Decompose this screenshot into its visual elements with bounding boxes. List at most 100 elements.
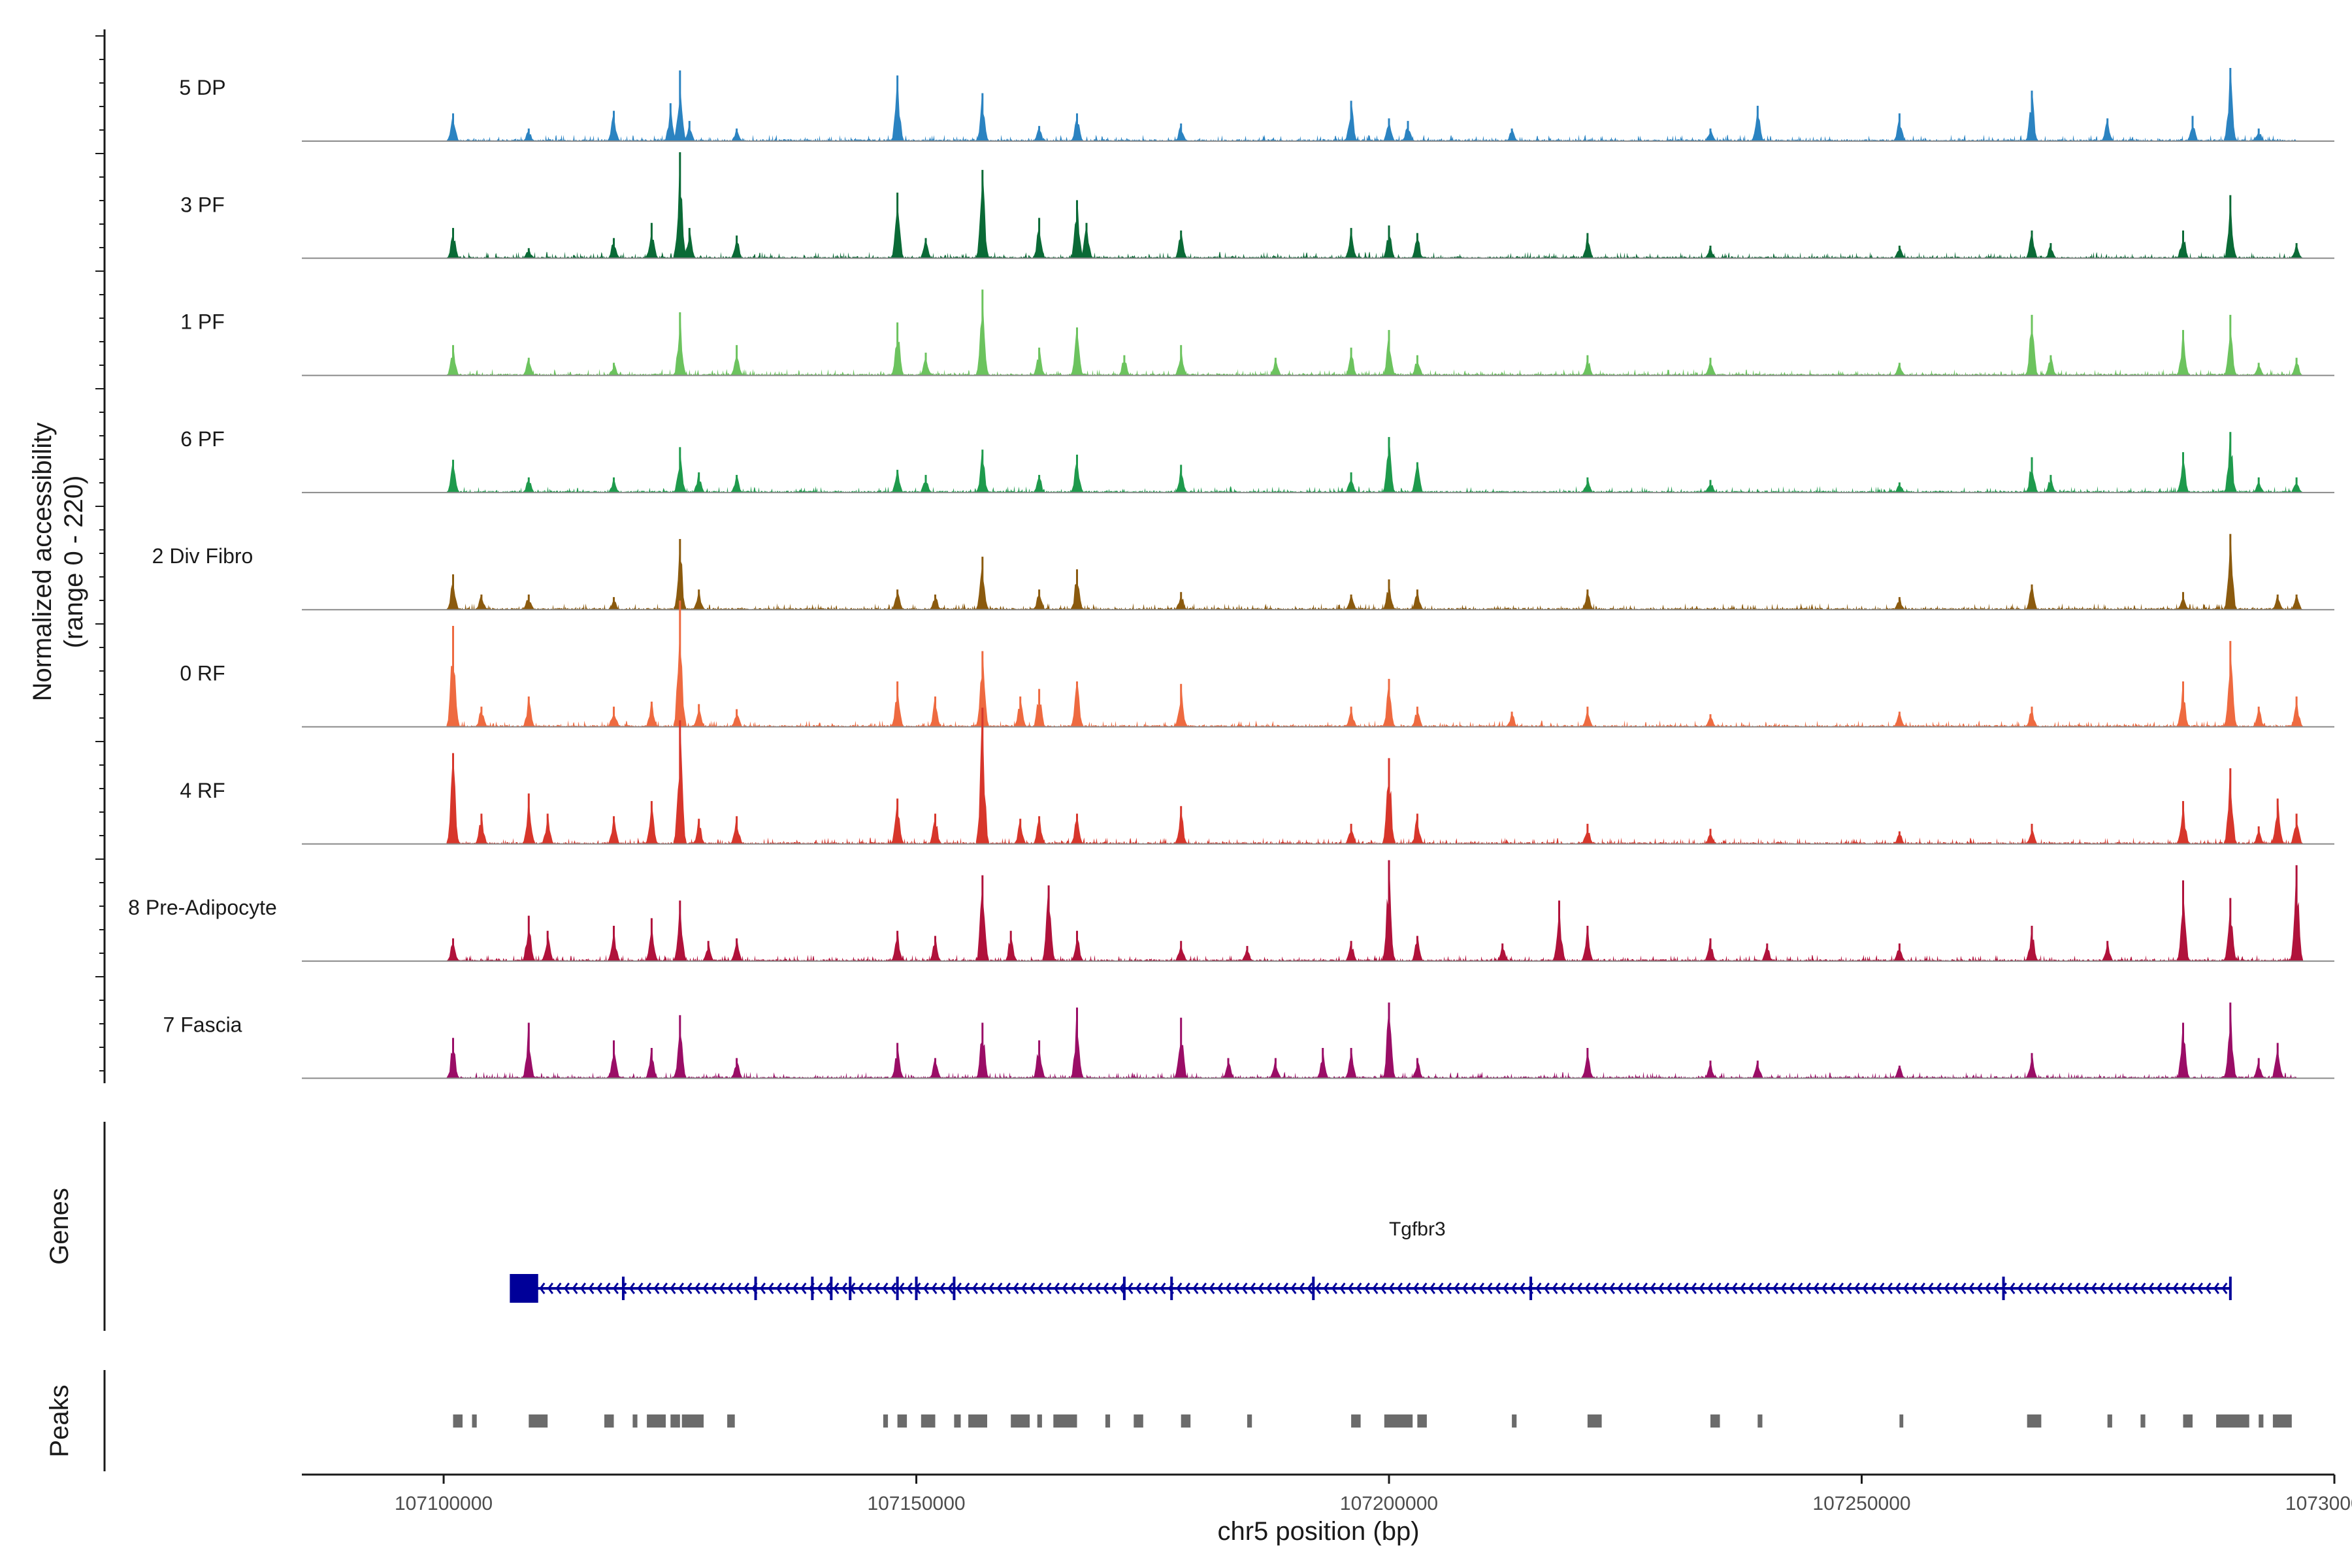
peak-summit [2295, 357, 2298, 376]
peak-summit [896, 322, 899, 376]
strand-chevron [555, 1282, 562, 1294]
track-2-div-fibro [302, 534, 2334, 611]
y-axis-ticks [95, 35, 105, 1071]
strand-chevron [1053, 1282, 1060, 1294]
strand-chevron [988, 1282, 994, 1294]
peak-summit [924, 352, 927, 376]
peak-summit [1388, 436, 1390, 493]
peak-region [883, 1414, 889, 1428]
strand-chevron [629, 1282, 636, 1294]
strand-chevron [1094, 1282, 1101, 1294]
strand-chevron [1788, 1282, 1795, 1294]
strand-chevron [1837, 1282, 1844, 1294]
strand-chevron [547, 1282, 554, 1294]
peak-summit [981, 708, 984, 844]
strand-chevron [800, 1282, 807, 1294]
peak-summit [736, 128, 738, 141]
strand-chevron [1388, 1282, 1395, 1294]
strand-chevron [833, 1282, 840, 1294]
strand-chevron [1266, 1282, 1272, 1294]
strand-chevron [2213, 1282, 2219, 1294]
peak-summit [1047, 885, 1050, 962]
strand-chevron [1609, 1282, 1615, 1294]
peak-summit [1586, 477, 1589, 493]
peak-summit [1898, 482, 1901, 493]
strand-chevron [1282, 1282, 1288, 1294]
strand-chevron [841, 1282, 847, 1294]
peak-summit [1416, 355, 1418, 376]
peak-summit [669, 103, 672, 141]
strand-chevron [1731, 1282, 1738, 1294]
peak-summit [2106, 118, 2109, 141]
peak-summit [1586, 233, 1589, 259]
peak-summit [896, 798, 899, 844]
strand-chevron [939, 1282, 945, 1294]
peak-summit [2031, 1053, 2033, 1079]
exon-mark [1312, 1277, 1315, 1300]
x-tick-label: 107100000 [395, 1493, 493, 1514]
strand-chevron [2099, 1282, 2105, 1294]
peak-summit [613, 816, 615, 844]
peak-summit [1416, 589, 1418, 610]
peak-summit [1416, 1058, 1418, 1079]
peak-summit [1388, 860, 1390, 962]
strand-chevron [890, 1282, 896, 1294]
peak-summit [1009, 930, 1012, 962]
peak-summit [1501, 943, 1504, 962]
coverage-background [453, 1071, 2297, 1079]
strand-chevron [1568, 1282, 1575, 1294]
track-8-pre-adipocyte [302, 860, 2334, 962]
peak-summit [650, 701, 653, 727]
peak-region [2216, 1414, 2249, 1428]
peak-summit [1898, 113, 1901, 141]
strand-chevron [759, 1282, 766, 1294]
strand-chevron [539, 1282, 546, 1294]
peak-summit [2050, 243, 2052, 259]
peak-summit [1180, 1017, 1183, 1079]
strand-chevron [1372, 1282, 1379, 1294]
strand-chevron [1944, 1282, 1950, 1294]
peak-summit [1350, 227, 1352, 259]
peak-summit [707, 941, 710, 962]
peak-region [647, 1414, 666, 1428]
peak-summit [1322, 1048, 1324, 1079]
strand-chevron [1935, 1282, 1942, 1294]
peak-summit [679, 539, 681, 610]
peak-summit [924, 474, 927, 493]
peak-summit [2257, 477, 2260, 493]
strand-chevron [980, 1282, 987, 1294]
strand-chevron [572, 1282, 578, 1294]
strand-chevron [1503, 1282, 1509, 1294]
strand-chevron [1780, 1282, 1787, 1294]
strand-chevron [1641, 1282, 1648, 1294]
peak-summit [1180, 592, 1183, 610]
strand-chevron [2221, 1282, 2228, 1294]
peak-regions [453, 1414, 2292, 1428]
strand-chevron [1511, 1282, 1517, 1294]
strand-chevron [580, 1282, 587, 1294]
strand-chevron [972, 1282, 978, 1294]
peak-summit [452, 345, 454, 376]
strand-chevron [1682, 1282, 1689, 1294]
peak-summit [934, 1058, 936, 1079]
peak-summit [1180, 941, 1183, 962]
peak-summit [2050, 474, 2052, 493]
peak-summit [613, 1040, 615, 1079]
peak-summit [736, 1058, 738, 1079]
peak-summit [2295, 595, 2298, 610]
strand-chevron [1903, 1282, 1909, 1294]
peak-summit [1416, 233, 1418, 259]
strand-chevron [1298, 1282, 1305, 1294]
peak-region [2107, 1414, 2112, 1428]
peak-summit [452, 574, 454, 610]
peak-region [1053, 1414, 1077, 1428]
exon-mark [1529, 1277, 1533, 1300]
peak-summit [2276, 798, 2279, 844]
strand-chevron [1552, 1282, 1558, 1294]
peak-summit [2031, 926, 2033, 962]
peak-region [1587, 1414, 1602, 1428]
gene-utr-block [510, 1274, 538, 1303]
peak-summit [2191, 116, 2194, 141]
strand-chevron [906, 1282, 913, 1294]
